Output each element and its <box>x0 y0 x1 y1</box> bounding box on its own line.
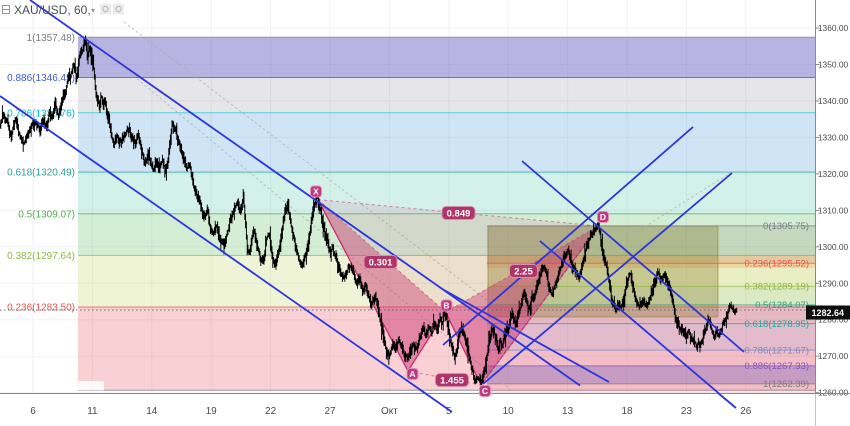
svg-text:D: D <box>600 212 606 222</box>
svg-text:0.886(1346.45): 0.886(1346.45) <box>7 73 75 84</box>
svg-text:A: A <box>409 369 415 379</box>
svg-text:0.786(1336.76): 0.786(1336.76) <box>7 108 75 119</box>
svg-text:1282.64: 1282.64 <box>812 308 845 318</box>
svg-text:0.382(1289.19): 0.382(1289.19) <box>745 281 809 292</box>
svg-text:0.849: 0.849 <box>447 208 471 219</box>
svg-text:0.786(1271.67): 0.786(1271.67) <box>745 345 809 356</box>
svg-text:19: 19 <box>206 406 218 417</box>
svg-text:▾: ▾ <box>91 6 95 15</box>
svg-text:1270.00: 1270.00 <box>818 351 849 361</box>
svg-text:18: 18 <box>621 406 633 417</box>
svg-text:1(1357.48): 1(1357.48) <box>27 33 75 44</box>
svg-text:14: 14 <box>146 406 158 417</box>
svg-text:0.886(1267.33): 0.886(1267.33) <box>745 361 809 372</box>
svg-text:1340.00: 1340.00 <box>818 96 849 106</box>
svg-text:Окт: Окт <box>381 406 398 417</box>
svg-text:1360.00: 1360.00 <box>818 23 849 33</box>
svg-text:0.382(1297.64): 0.382(1297.64) <box>7 251 75 262</box>
svg-text:11: 11 <box>87 406 98 417</box>
svg-text:0.618(1320.49): 0.618(1320.49) <box>7 168 75 179</box>
svg-text:1330.00: 1330.00 <box>818 132 849 142</box>
svg-text:1300.00: 1300.00 <box>818 242 849 252</box>
svg-text:26: 26 <box>740 406 752 417</box>
svg-text:23: 23 <box>681 406 693 417</box>
svg-text:5: 5 <box>446 406 452 417</box>
svg-text:1(1262.39): 1(1262.39) <box>763 379 809 390</box>
svg-text:1290.00: 1290.00 <box>818 278 849 288</box>
svg-text:0(1305.75): 0(1305.75) <box>763 221 809 232</box>
svg-text:1260.00: 1260.00 <box>818 388 849 398</box>
svg-text:0.5(1309.07): 0.5(1309.07) <box>18 209 75 220</box>
svg-text:1.455: 1.455 <box>440 375 464 386</box>
svg-text:2.25: 2.25 <box>514 266 533 277</box>
svg-text:22: 22 <box>265 406 277 417</box>
svg-text:1310.00: 1310.00 <box>818 205 849 215</box>
svg-text:0.236(1283.50): 0.236(1283.50) <box>7 303 75 314</box>
svg-text:B: B <box>443 301 449 311</box>
svg-text:0.618(1278.95): 0.618(1278.95) <box>745 319 809 330</box>
svg-text:1320.00: 1320.00 <box>818 169 849 179</box>
svg-text:0.301: 0.301 <box>369 257 393 268</box>
svg-text:10: 10 <box>503 406 515 417</box>
svg-text:0.236(1295.52): 0.236(1295.52) <box>745 258 809 269</box>
svg-text:XAU/USD, 60,: XAU/USD, 60, <box>14 3 91 17</box>
svg-text:1280.00: 1280.00 <box>818 315 849 325</box>
svg-text:27: 27 <box>324 406 336 417</box>
svg-text:1350.00: 1350.00 <box>818 60 849 70</box>
svg-text:6: 6 <box>30 406 36 417</box>
svg-text:X: X <box>313 187 319 197</box>
svg-text:C: C <box>482 386 488 396</box>
svg-text:13: 13 <box>562 406 574 417</box>
svg-text:0.5(1284.07): 0.5(1284.07) <box>755 300 809 311</box>
